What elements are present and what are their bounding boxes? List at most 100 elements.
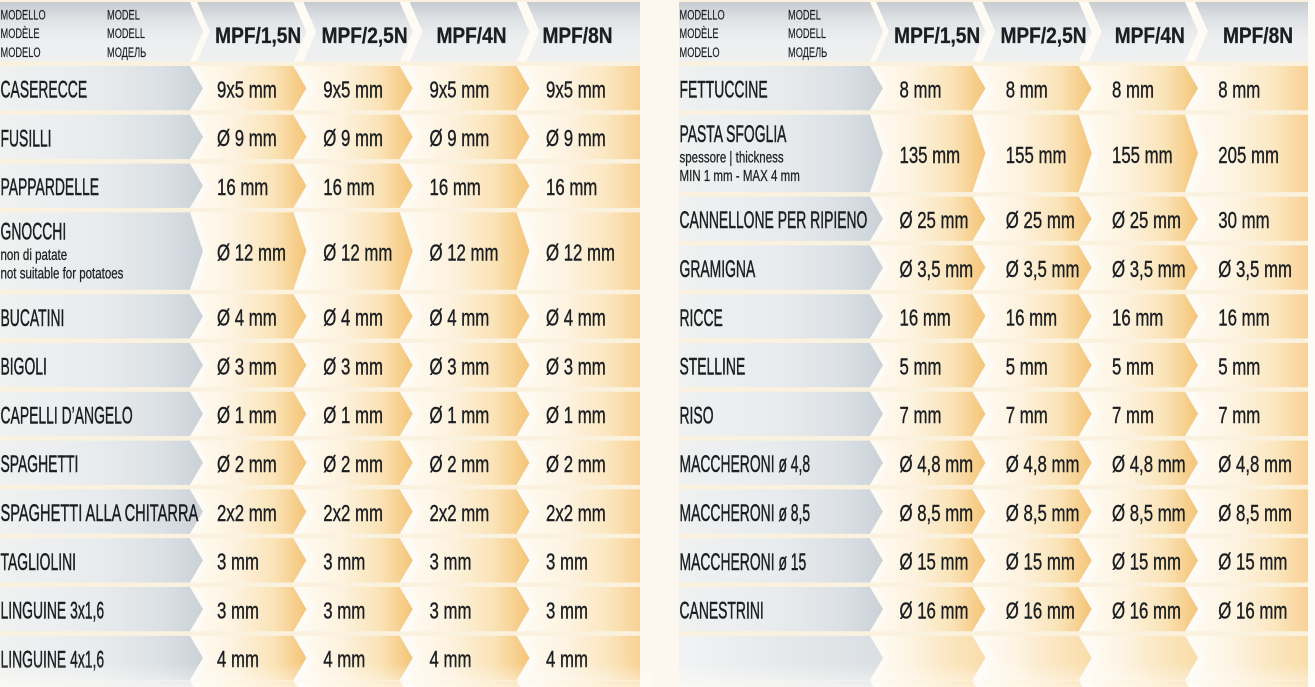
- svg-text:155 mm: 155 mm: [1112, 143, 1173, 168]
- svg-text:Ø 8,5 mm: Ø 8,5 mm: [900, 501, 974, 526]
- svg-text:Ø 4,8 mm: Ø 4,8 mm: [1218, 453, 1292, 478]
- svg-text:Ø 1 mm: Ø 1 mm: [430, 404, 490, 429]
- svg-text:Ø 25 mm: Ø 25 mm: [1006, 209, 1075, 234]
- svg-text:FUSILLI: FUSILLI: [1, 126, 52, 153]
- svg-text:МОДЕЛЬ: МОДЕЛЬ: [788, 44, 827, 61]
- svg-text:Ø 4,8 mm: Ø 4,8 mm: [1006, 453, 1080, 478]
- svg-text:MPF/2,5N: MPF/2,5N: [322, 24, 408, 49]
- svg-text:BIGOLI: BIGOLI: [1, 354, 47, 381]
- svg-text:Ø 3 mm: Ø 3 mm: [546, 355, 606, 380]
- svg-text:Ø 8,5 mm: Ø 8,5 mm: [1218, 501, 1292, 526]
- svg-text:GNOCCHI: GNOCCHI: [1, 219, 67, 246]
- svg-text:MPF/1,5N: MPF/1,5N: [894, 24, 980, 49]
- svg-text:135 mm: 135 mm: [900, 143, 961, 168]
- svg-text:Ø 16 mm: Ø 16 mm: [1006, 599, 1075, 624]
- svg-text:spessore | thickness: spessore | thickness: [680, 147, 784, 165]
- svg-text:3 mm: 3 mm: [323, 599, 365, 624]
- svg-text:30 mm: 30 mm: [1218, 209, 1269, 234]
- svg-text:Ø 3,5 mm: Ø 3,5 mm: [1112, 257, 1186, 282]
- svg-text:8 mm: 8 mm: [900, 78, 942, 103]
- svg-text:Ø 15 mm: Ø 15 mm: [1218, 550, 1287, 575]
- svg-text:Ø 9 mm: Ø 9 mm: [323, 127, 383, 152]
- svg-text:3 mm: 3 mm: [217, 599, 259, 624]
- svg-text:MODELO: MODELO: [680, 44, 720, 61]
- svg-text:Ø 4 mm: Ø 4 mm: [430, 306, 490, 331]
- svg-text:3 mm: 3 mm: [546, 550, 588, 575]
- svg-text:5 mm: 5 mm: [1218, 355, 1260, 380]
- svg-text:16 mm: 16 mm: [1218, 306, 1269, 331]
- svg-text:5 mm: 5 mm: [1112, 355, 1154, 380]
- svg-text:GRAMIGNA: GRAMIGNA: [680, 256, 756, 283]
- svg-text:Ø 16 mm: Ø 16 mm: [900, 599, 969, 624]
- svg-text:RISO: RISO: [680, 403, 714, 430]
- svg-text:Ø 8,5 mm: Ø 8,5 mm: [1112, 501, 1186, 526]
- svg-text:MIN 1 mm - MAX 4 mm: MIN 1 mm - MAX 4 mm: [680, 166, 800, 184]
- svg-text:3 mm: 3 mm: [546, 599, 588, 624]
- svg-text:MPF/2,5N: MPF/2,5N: [1000, 24, 1086, 49]
- svg-text:Ø 1 mm: Ø 1 mm: [217, 404, 277, 429]
- svg-text:MODEL: MODEL: [107, 6, 140, 23]
- svg-text:Ø 12 mm: Ø 12 mm: [430, 241, 499, 266]
- svg-text:MODÈLE: MODÈLE: [1, 24, 40, 42]
- svg-text:MPF/1,5N: MPF/1,5N: [215, 24, 301, 49]
- svg-text:3 mm: 3 mm: [430, 599, 472, 624]
- svg-text:7 mm: 7 mm: [1218, 404, 1260, 429]
- svg-text:8 mm: 8 mm: [1112, 78, 1154, 103]
- svg-text:Ø 3,5 mm: Ø 3,5 mm: [1218, 257, 1292, 282]
- svg-text:Ø 15 mm: Ø 15 mm: [1006, 550, 1075, 575]
- svg-text:9x5 mm: 9x5 mm: [546, 78, 606, 103]
- svg-text:Ø 1 mm: Ø 1 mm: [323, 404, 383, 429]
- svg-text:9x5 mm: 9x5 mm: [323, 78, 383, 103]
- svg-text:Ø 9 mm: Ø 9 mm: [430, 127, 490, 152]
- svg-text:Ø 2 mm: Ø 2 mm: [217, 453, 277, 478]
- svg-text:16 mm: 16 mm: [900, 306, 951, 331]
- svg-text:2x2 mm: 2x2 mm: [323, 501, 383, 526]
- svg-text:205 mm: 205 mm: [1218, 143, 1279, 168]
- svg-text:Ø 9 mm: Ø 9 mm: [546, 127, 606, 152]
- svg-text:Ø 3 mm: Ø 3 mm: [430, 355, 490, 380]
- svg-text:non di patate: non di patate: [1, 245, 68, 263]
- svg-text:Ø 2 mm: Ø 2 mm: [323, 453, 383, 478]
- svg-text:3 mm: 3 mm: [323, 550, 365, 575]
- svg-text:CAPELLI D’ANGELO: CAPELLI D’ANGELO: [1, 403, 133, 430]
- svg-text:not suitable for potatoes: not suitable for potatoes: [1, 263, 124, 281]
- svg-text:Ø 2 mm: Ø 2 mm: [430, 453, 490, 478]
- svg-text:Ø 15 mm: Ø 15 mm: [1112, 550, 1181, 575]
- svg-text:2x2 mm: 2x2 mm: [430, 501, 490, 526]
- svg-text:PAPPARDELLE: PAPPARDELLE: [1, 174, 99, 201]
- svg-text:TAGLIOLINI: TAGLIOLINI: [1, 549, 77, 576]
- svg-text:16 mm: 16 mm: [323, 176, 374, 201]
- svg-text:MODEL: MODEL: [788, 6, 821, 23]
- svg-text:8 mm: 8 mm: [1006, 78, 1048, 103]
- svg-text:BUCATINI: BUCATINI: [1, 305, 65, 332]
- svg-text:SPAGHETTI: SPAGHETTI: [1, 451, 79, 478]
- svg-text:MACCHERONI ø 15: MACCHERONI ø 15: [680, 549, 807, 576]
- svg-text:Ø 4 mm: Ø 4 mm: [217, 306, 277, 331]
- svg-text:MODELL: MODELL: [788, 25, 826, 42]
- svg-text:Ø 25 mm: Ø 25 mm: [900, 209, 969, 234]
- svg-text:CASERECCE: CASERECCE: [1, 77, 88, 104]
- svg-text:Ø 1 mm: Ø 1 mm: [546, 404, 606, 429]
- svg-text:MPF/8N: MPF/8N: [542, 24, 612, 49]
- svg-text:MPF/4N: MPF/4N: [1115, 24, 1185, 49]
- svg-text:7 mm: 7 mm: [1006, 404, 1048, 429]
- svg-text:7 mm: 7 mm: [1112, 404, 1154, 429]
- svg-text:3 mm: 3 mm: [430, 550, 472, 575]
- svg-text:2x2 mm: 2x2 mm: [217, 501, 277, 526]
- svg-text:STELLINE: STELLINE: [680, 354, 746, 381]
- svg-text:5 mm: 5 mm: [900, 355, 942, 380]
- svg-text:SPAGHETTI ALLA CHITARRA: SPAGHETTI ALLA CHITARRA: [1, 500, 199, 527]
- svg-text:2x2 mm: 2x2 mm: [546, 501, 606, 526]
- svg-text:Ø 16 mm: Ø 16 mm: [1218, 599, 1287, 624]
- svg-text:MODELO: MODELO: [1, 44, 41, 61]
- svg-text:Ø 12 mm: Ø 12 mm: [546, 241, 615, 266]
- svg-text:16 mm: 16 mm: [217, 176, 268, 201]
- svg-text:Ø 2 mm: Ø 2 mm: [546, 453, 606, 478]
- svg-text:16 mm: 16 mm: [1112, 306, 1163, 331]
- svg-text:5 mm: 5 mm: [1006, 355, 1048, 380]
- svg-text:RICCE: RICCE: [680, 305, 723, 332]
- svg-text:CANESTRINI: CANESTRINI: [680, 598, 764, 625]
- svg-text:Ø 4 mm: Ø 4 mm: [546, 306, 606, 331]
- svg-text:Ø 25 mm: Ø 25 mm: [1112, 209, 1181, 234]
- svg-text:Ø 3,5 mm: Ø 3,5 mm: [1006, 257, 1080, 282]
